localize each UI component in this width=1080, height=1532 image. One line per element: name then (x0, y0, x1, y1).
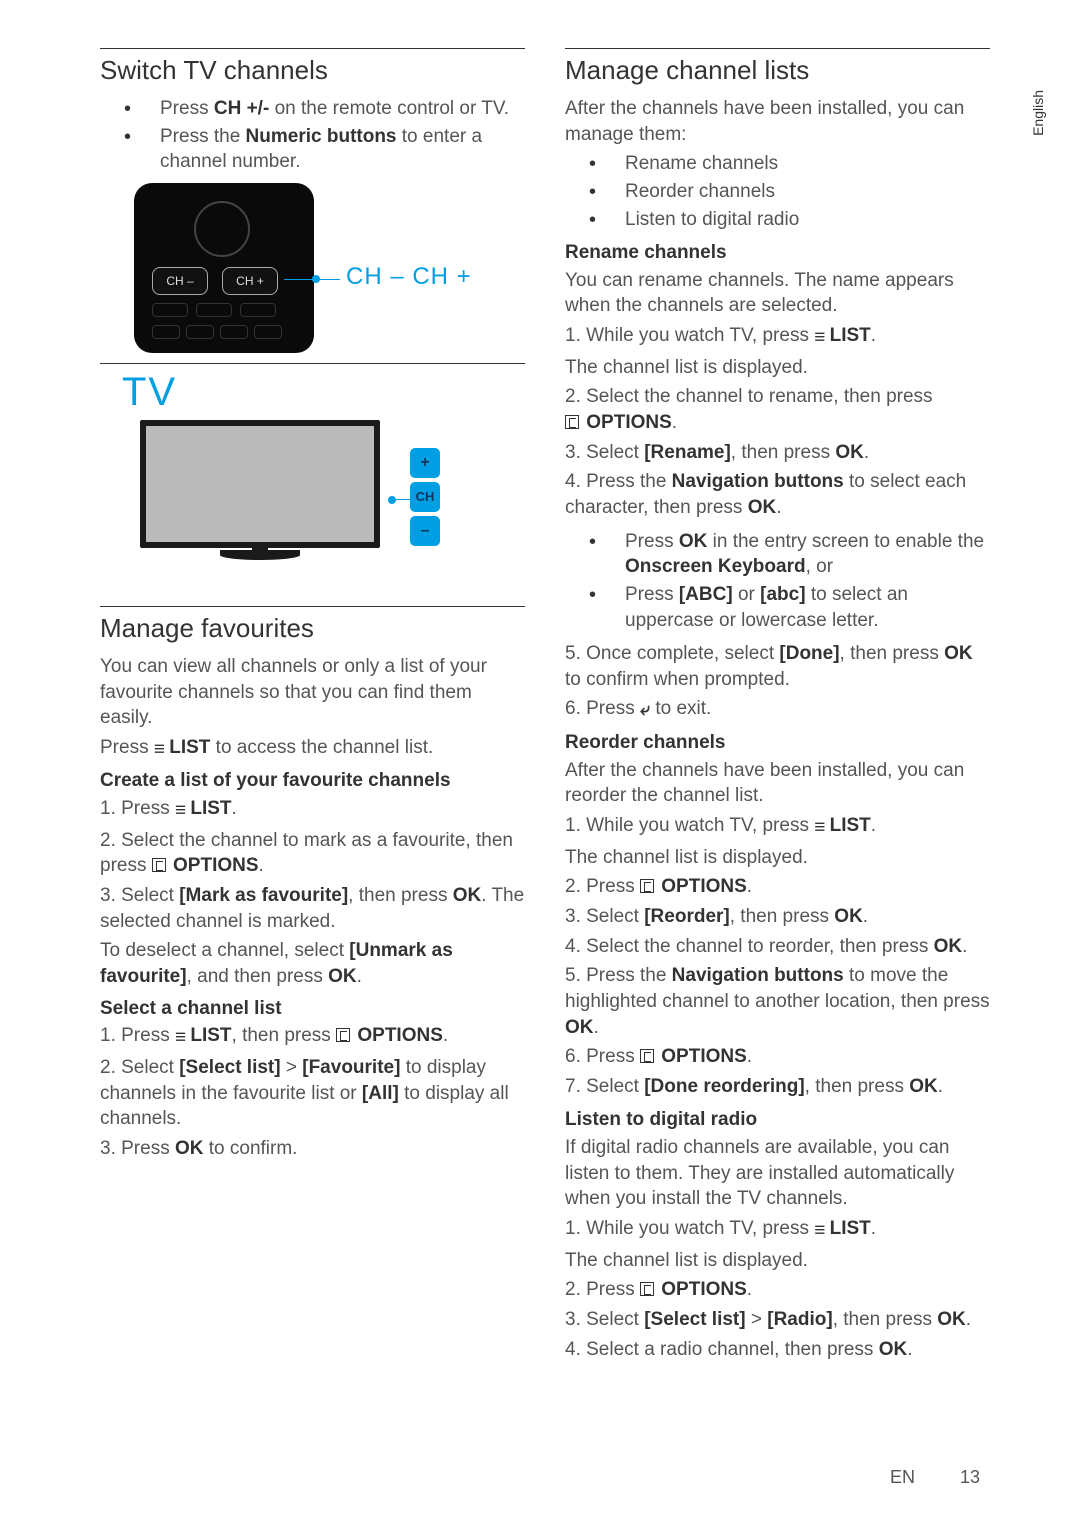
para: You can view all channels or only a list… (100, 654, 525, 731)
step: 2. Select the channel to rename, then pr… (565, 384, 990, 435)
step: 2. Select the channel to mark as a favou… (100, 828, 525, 879)
bullet: Listen to digital radio (589, 207, 990, 233)
subhead: Reorder channels (565, 730, 990, 756)
options-icon (640, 1049, 654, 1063)
list-icon: ≡ (814, 815, 824, 841)
step: 2. Press OPTIONS. (565, 874, 990, 900)
options-icon (640, 1282, 654, 1296)
para: The channel list is displayed. (565, 1248, 990, 1274)
list-icon: ≡ (814, 325, 824, 351)
bullet: Press OK in the entry screen to enable t… (589, 529, 990, 580)
remote-diagram: CH – CH + CH – CH + (124, 183, 494, 353)
bullet: Press [ABC] or [abc] to select an upperc… (589, 582, 990, 633)
step: 4. Select a radio channel, then press OK… (565, 1337, 990, 1363)
rule (565, 48, 990, 49)
tv-diagram: TV + CH – (110, 370, 490, 590)
bullet: Press the Numeric buttons to enter a cha… (124, 124, 525, 175)
bullet: Rename channels (589, 151, 990, 177)
list-icon: ≡ (175, 798, 185, 824)
switch-heading: Switch TV channels (100, 55, 525, 86)
step: 3. Press OK to confirm. (100, 1136, 525, 1162)
step: 3. Select [Rename], then press OK. (565, 440, 990, 466)
step: 5. Press the Navigation buttons to move … (565, 963, 990, 1040)
remote-ch-minus: CH – (152, 267, 208, 295)
options-icon (565, 415, 579, 429)
options-icon (640, 879, 654, 893)
rename-sub-bullets: Press OK in the entry screen to enable t… (565, 529, 990, 634)
step: 3. Select [Mark as favourite], then pres… (100, 883, 525, 934)
bullet: Reorder channels (589, 179, 990, 205)
step: 1. While you watch TV, press ≡ LIST. (565, 813, 990, 841)
remote-callout: CH – CH + (346, 263, 472, 291)
step: 6. Press ⤶ to exit. (565, 696, 990, 722)
step: 2. Select [Select list] > [Favourite] to… (100, 1055, 525, 1132)
rule (100, 606, 525, 607)
remote-ch-plus: CH + (222, 267, 278, 295)
options-icon (152, 858, 166, 872)
step: 6. Press OPTIONS. (565, 1044, 990, 1070)
para: The channel list is displayed. (565, 845, 990, 871)
para: Press ≡ LIST to access the channel list. (100, 735, 525, 763)
subhead: Rename channels (565, 240, 990, 266)
left-column: Switch TV channels Press CH +/- on the r… (100, 48, 525, 1366)
step: 4. Press the Navigation buttons to selec… (565, 469, 990, 520)
page-number: 13 (960, 1467, 980, 1487)
para: After the channels have been installed, … (565, 96, 990, 147)
manage-bullets: Rename channels Reorder channels Listen … (565, 151, 990, 232)
subhead: Select a channel list (100, 996, 525, 1022)
subhead: Listen to digital radio (565, 1107, 990, 1133)
step: 3. Select [Reorder], then press OK. (565, 904, 990, 930)
options-icon (336, 1028, 350, 1042)
tv-label: TV (122, 370, 177, 415)
rule (100, 48, 525, 49)
footer: EN 13 (890, 1467, 980, 1488)
para: To deselect a channel, select [Unmark as… (100, 938, 525, 989)
manage-lists-heading: Manage channel lists (565, 55, 990, 86)
step: 4. Select the channel to reorder, then p… (565, 934, 990, 960)
step: 1. While you watch TV, press ≡ LIST. (565, 323, 990, 351)
para: You can rename channels. The name appear… (565, 268, 990, 319)
para: If digital radio channels are available,… (565, 1135, 990, 1212)
step: 1. Press ≡ LIST, then press OPTIONS. (100, 1023, 525, 1051)
right-column: Manage channel lists After the channels … (565, 48, 990, 1366)
step: 1. Press ≡ LIST. (100, 796, 525, 824)
rule (100, 363, 525, 364)
tv-minus-icon: – (410, 516, 440, 546)
para: The channel list is displayed. (565, 355, 990, 381)
tv-plus-icon: + (410, 448, 440, 478)
step: 5. Once complete, select [Done], then pr… (565, 641, 990, 692)
language-tab: English (1030, 90, 1046, 136)
list-icon: ≡ (154, 737, 164, 763)
para: After the channels have been installed, … (565, 758, 990, 809)
switch-bullets: Press CH +/- on the remote control or TV… (100, 96, 525, 175)
favourites-heading: Manage favourites (100, 613, 525, 644)
subhead: Create a list of your favourite channels (100, 768, 525, 794)
list-icon: ≡ (814, 1218, 824, 1244)
bullet: Press CH +/- on the remote control or TV… (124, 96, 525, 122)
tv-ch-label: CH (410, 482, 440, 512)
step: 2. Press OPTIONS. (565, 1277, 990, 1303)
back-icon: ⤶ (640, 697, 650, 721)
list-icon: ≡ (175, 1025, 185, 1051)
step: 3. Select [Select list] > [Radio], then … (565, 1307, 990, 1333)
step: 1. While you watch TV, press ≡ LIST. (565, 1216, 990, 1244)
step: 7. Select [Done reordering], then press … (565, 1074, 990, 1100)
footer-lang: EN (890, 1467, 915, 1487)
page: Switch TV channels Press CH +/- on the r… (0, 0, 1080, 1406)
